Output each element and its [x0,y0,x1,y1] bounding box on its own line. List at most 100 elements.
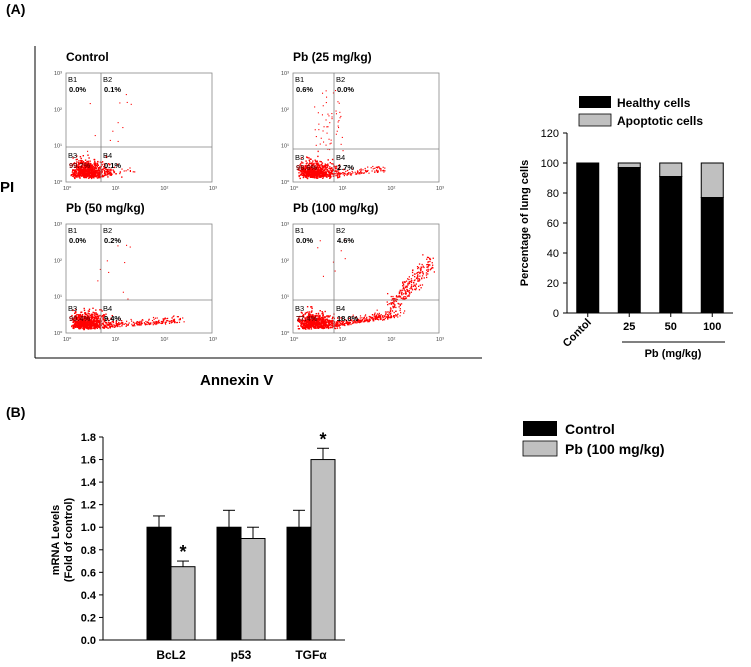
event-dot [80,324,83,326]
event-dot [315,174,317,176]
event-dot [94,135,96,137]
event-dot [398,306,400,308]
x-tick-label: 10³ [209,337,217,343]
event-dot [300,161,303,163]
panel-b-label: (B) [6,404,25,420]
event-dot [75,174,77,176]
event-dot [154,317,157,319]
event-dot [84,313,87,315]
event-dot [342,324,344,326]
event-dot [381,318,383,320]
stacked-bar-healthy [659,176,683,314]
event-dot [355,320,357,322]
event-dot [306,174,309,176]
event-dot [151,320,154,322]
event-dot [349,320,352,322]
event-dot [379,316,381,318]
event-dot [427,256,429,259]
event-dot [360,169,362,171]
event-dot [177,316,179,318]
event-dot [76,167,78,169]
event-dot [89,328,91,330]
event-dot [413,284,415,286]
event-dot [152,324,154,326]
event-dot [138,323,140,326]
event-dot [82,173,84,175]
event-dot [136,321,138,323]
event-dot [96,169,99,172]
flow-plot-events [297,239,435,330]
event-dot [82,319,84,321]
event-dot [337,175,339,177]
event-dot [134,325,136,327]
event-dot [432,257,434,259]
event-dot [171,320,173,322]
event-dot [105,326,107,328]
event-dot [399,304,401,307]
quadrant-label-b2: B2 [336,75,345,84]
event-dot [75,321,77,324]
event-dot [325,166,327,169]
event-dot [335,323,338,326]
event-dot [82,164,84,166]
quadrant-value-b3: 96.6% [296,163,318,172]
event-dot [75,317,77,319]
event-dot [96,172,98,174]
event-dot [305,317,307,319]
event-dot [325,327,328,329]
event-dot [311,307,313,310]
event-dot [408,282,411,285]
event-dot [76,169,79,171]
event-dot [327,126,329,128]
event-dot [323,319,325,321]
event-dot [311,164,314,167]
event-dot [97,316,100,318]
event-dot [312,325,314,327]
event-dot [382,169,384,172]
event-dot [332,261,334,263]
event-dot [97,176,99,178]
event-dot [355,316,358,318]
event-dot [88,177,90,179]
event-dot [92,176,94,178]
event-dot [302,170,304,172]
event-dot [79,169,82,172]
event-dot [152,316,155,319]
event-dot [318,123,320,125]
event-dot [164,321,166,323]
mrna-y-tick-label: 1.6 [81,455,96,467]
event-dot [361,318,363,321]
event-dot [320,324,322,326]
event-dot [77,174,80,176]
event-dot [91,324,94,326]
quadrant-label-b1: B1 [295,226,304,235]
event-dot [301,169,303,171]
event-dot [119,322,121,324]
x-tick-label: 10¹ [339,337,347,343]
flow-plot-title: Pb (25 mg/kg) [293,50,372,64]
event-dot [93,171,95,173]
event-dot [384,317,386,319]
event-dot [99,166,101,169]
event-dot [320,316,323,319]
event-dot [395,314,397,316]
y-tick-label: 10⁰ [54,179,63,186]
event-dot [351,320,353,322]
event-dot [134,171,136,173]
event-dot [140,324,142,326]
event-dot [313,327,316,329]
event-dot [329,173,331,175]
y-tick-label: 10¹ [54,295,62,301]
mrna-bar-control [146,526,172,641]
event-dot [71,319,74,321]
event-dot [357,170,359,172]
event-dot [352,314,354,316]
event-dot [103,166,105,168]
event-dot [372,165,374,168]
event-dot [330,324,333,326]
event-dot [368,316,371,318]
event-dot [160,322,162,324]
event-dot [324,323,327,325]
event-dot [146,321,148,323]
event-dot [304,165,306,168]
